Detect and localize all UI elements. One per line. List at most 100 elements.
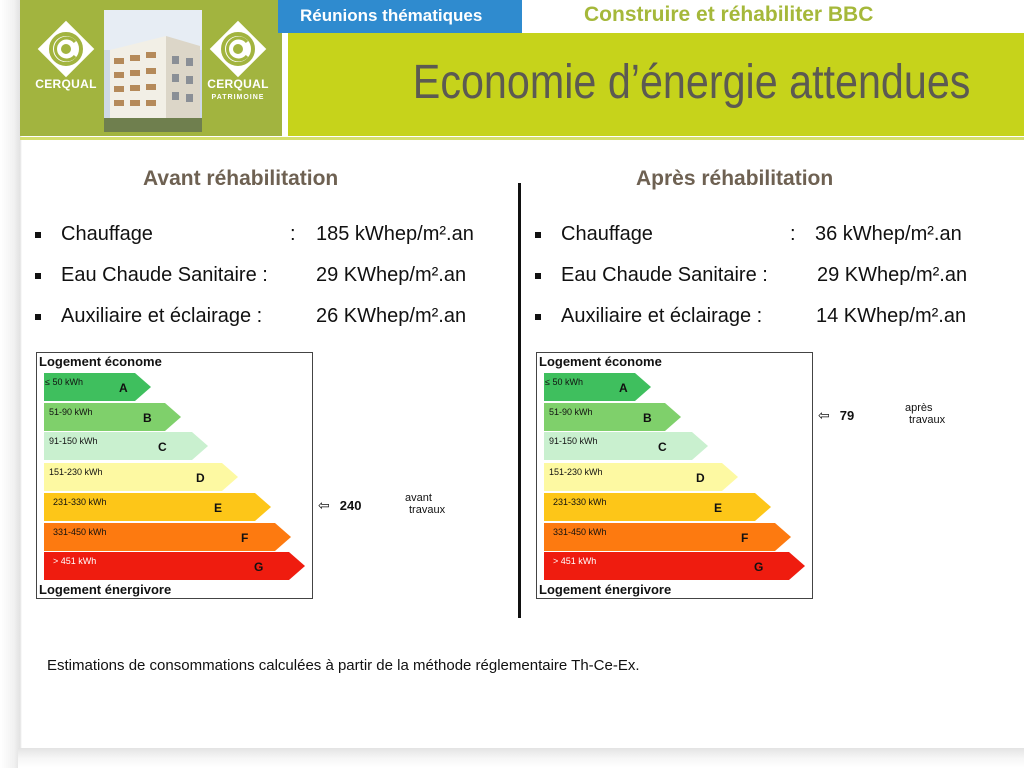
energy-class-letter: D (696, 471, 705, 485)
before-heading: Avant réhabilitation (143, 167, 339, 190)
energy-class-bar-g (544, 552, 805, 580)
energy-class-bar-f (44, 523, 291, 551)
energy-class-range: 151-230 kWh (549, 467, 603, 477)
energy-class-range: ≤ 50 kWh (45, 377, 83, 387)
left-hollow-arrow-icon: ⇦ (818, 407, 830, 423)
title-band: Economie d’énergie attendues (288, 33, 1024, 136)
list-item: Auxiliaire et éclairage : 26 KWhep/m².an (35, 305, 505, 346)
building-photo (104, 10, 202, 132)
page-shadow-bottom (18, 748, 1024, 768)
energy-scale-before: ≤ 50 kWh A 51-90 kWh B 91-150 kWh C 151-230 kW… (44, 373, 305, 580)
bullet-square-icon (35, 232, 41, 238)
before-note-line1: avant (405, 492, 432, 504)
energy-class-letter: B (143, 411, 152, 425)
before-rating-indicator: ⇦ 240 (318, 497, 361, 514)
energy-class-range: > 451 kWh (553, 556, 596, 566)
energy-class-letter: B (643, 411, 652, 425)
energy-label-bottom-title: Logement énergivore (539, 582, 672, 597)
list-item: Chauffage : 36 kWhep/m².an (535, 223, 1005, 264)
energy-class-range: 231-330 kWh (53, 497, 107, 507)
slide-title: Economie d’énergie attendues (412, 56, 970, 109)
energy-class-range: > 451 kWh (53, 556, 96, 566)
page-shadow-left (0, 0, 22, 768)
cerqual-patrimoine-mark-icon (209, 20, 267, 78)
left-hollow-arrow-icon: ⇦ (318, 497, 330, 513)
energy-class-range: ≤ 50 kWh (545, 377, 583, 387)
energy-class-bar-f (544, 523, 791, 551)
before-consumption-list: Chauffage : 185 kWhep/m².an Eau Chaude S… (35, 223, 505, 346)
item-value: 14 KWhep/m².an (816, 305, 967, 327)
list-item: Auxiliaire et éclairage : 14 KWhep/m².an (535, 305, 1005, 346)
energy-class-letter: F (241, 531, 248, 545)
energy-class-range: 331-450 kWh (53, 527, 107, 537)
item-separator: : (290, 223, 296, 245)
item-value: 29 KWhep/m².an (316, 264, 467, 286)
item-value: 29 KWhep/m².an (817, 264, 968, 286)
meetings-tab: Réunions thématiques (278, 0, 522, 33)
energy-class-bar-e (44, 493, 271, 521)
item-separator: : (790, 223, 796, 245)
item-label: Chauffage (561, 223, 653, 245)
energy-class-letter: G (754, 560, 763, 574)
cerqual-logo-text: CERQUAL (35, 77, 97, 91)
header-rule (20, 137, 1024, 140)
list-item: Eau Chaude Sanitaire : 29 KWhep/m².an (35, 264, 505, 305)
footnote: Estimations de consommations calculées à… (47, 657, 640, 674)
energy-class-letter: A (619, 381, 628, 395)
cerqual-logo: CERQUAL (26, 12, 106, 118)
energy-class-bar-a (44, 373, 151, 401)
before-note: avant travaux (405, 492, 445, 516)
after-heading: Après réhabilitation (636, 167, 834, 190)
before-rating-value: 240 (339, 498, 362, 513)
item-value: 26 KWhep/m².an (316, 305, 467, 327)
after-rating-indicator: ⇦ 79 (818, 407, 854, 424)
energy-class-range: 51-90 kWh (549, 407, 593, 417)
energy-class-bar-d (544, 463, 738, 491)
energy-class-range: 51-90 kWh (49, 407, 93, 417)
energy-class-bar-a (544, 373, 651, 401)
after-note: après travaux (905, 402, 945, 426)
energy-class-letter: C (158, 440, 167, 454)
cerqual-patrimoine-logo: CERQUAL PATRIMOINE (198, 12, 278, 118)
series-title: Construire et réhabiliter BBC (584, 3, 874, 26)
item-label: Chauffage (61, 223, 153, 245)
energy-class-letter: D (196, 471, 205, 485)
energy-class-bar-b (544, 403, 681, 431)
energy-class-bar-g (44, 552, 305, 580)
meetings-tab-label: Réunions thématiques (300, 6, 483, 25)
energy-label-after: ≤ 50 kWh A 51-90 kWh B 91-150 kWh C 151-230 kW… (536, 352, 813, 599)
energy-label-before: ≤ 50 kWh A 51-90 kWh B 91-150 kWh C 151-230 kW… (36, 352, 313, 599)
energy-label-bottom-title: Logement énergivore (39, 582, 172, 597)
energy-label-top-title: Logement économe (539, 354, 662, 369)
after-rating-value: 79 (839, 408, 855, 423)
bullet-square-icon (535, 273, 541, 279)
energy-class-range: 91-150 kWh (549, 436, 598, 446)
energy-class-bar-d (44, 463, 238, 491)
energy-class-letter: E (214, 501, 222, 515)
cerqual-patrimoine-logo-subtitle: PATRIMOINE (211, 94, 265, 101)
energy-class-letter: C (658, 440, 667, 454)
header-logo-block: CERQUAL CERQUAL PATRIMOINE (20, 0, 282, 136)
energy-class-range: 151-230 kWh (49, 467, 103, 477)
energy-class-range: 231-330 kWh (553, 497, 607, 507)
energy-class-bar-c (544, 432, 708, 460)
cerqual-mark-icon (37, 20, 95, 78)
energy-class-letter: F (741, 531, 748, 545)
series-title-area: Construire et réhabiliter BBC (522, 0, 1024, 33)
bullet-square-icon (35, 314, 41, 320)
after-note-line2: travaux (909, 414, 946, 426)
energy-scale-after: ≤ 50 kWh A 51-90 kWh B 91-150 kWh C 151-230 kW… (544, 373, 805, 580)
energy-class-bar-c (44, 432, 208, 460)
item-value: 36 kWhep/m².an (815, 223, 962, 245)
bullet-square-icon (535, 232, 541, 238)
item-label: Auxiliaire et éclairage : (561, 305, 763, 327)
list-item: Eau Chaude Sanitaire : 29 KWhep/m².an (535, 264, 1005, 305)
after-consumption-list: Chauffage : 36 kWhep/m².an Eau Chaude Sa… (535, 223, 1005, 346)
bullet-square-icon (35, 273, 41, 279)
item-label: Auxiliaire et éclairage : (61, 305, 263, 327)
energy-class-range: 331-450 kWh (553, 527, 607, 537)
item-label: Eau Chaude Sanitaire : (561, 264, 768, 286)
bullet-square-icon (535, 314, 541, 320)
after-note-line1: après (905, 402, 933, 414)
before-note-line2: travaux (409, 504, 446, 516)
